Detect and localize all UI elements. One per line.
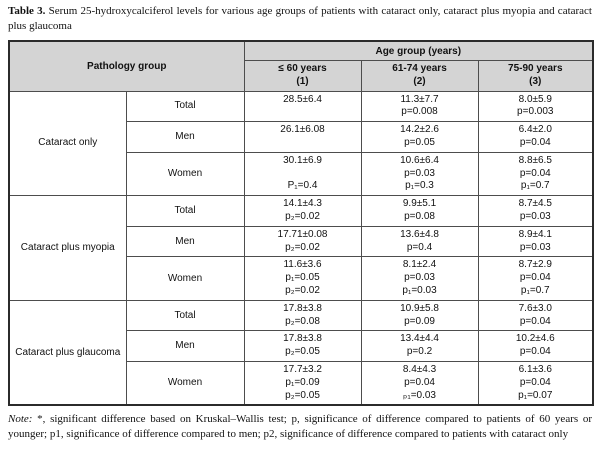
pathology-group-cell-3: Cataract plus glaucoma [8, 299, 127, 406]
value-cell: 8.1±2.4 p=0.03 p₁=0.03 [360, 256, 479, 301]
value-cell: 8.7±4.5 p=0.03 [477, 195, 594, 227]
row-label-cell: Men [125, 225, 245, 258]
row-label-cell: Women [125, 151, 245, 197]
footnote-label: Note: [8, 413, 33, 426]
value-cell: 8.9±4.1 p=0.03 [477, 225, 594, 258]
table-row: Cataract plus myopia Total 14.1±4.3 p₂=0.02… [8, 195, 594, 301]
table-row: Men 26.1±6.08 14.2±2.6 p=0.05 6.4±2.0 p=0.04 [9, 121, 594, 153]
value-cell: 8.7±2.9 p=0.04 p₁=0.7 [477, 256, 594, 301]
value-cell: 13.6±4.8 p=0.4 [360, 225, 479, 258]
value-cell: 6.4±2.0 p=0.04 [477, 121, 594, 153]
header-row-top: Pathology group Age group (years) [8, 40, 594, 92]
value-cell: 17.8±3.8 p₂=0.05 [243, 330, 362, 362]
header-row-age-columns: ≤ 60 years (1) 61-74 years (2) 75-90 years (3… [9, 60, 594, 92]
row-label-cell: Women [125, 360, 245, 406]
value-cell: 10.6±6.4 p=0.03 p₁=0.3 [360, 151, 479, 197]
results-table: Pathology group Age group (years) ≤ 60 y… [8, 40, 595, 407]
value-cell: 17.71±0.08 p₂=0.02 [243, 225, 362, 258]
table-body: Cataract only Total 28.5±6.4 11.3±7.7 p=0.00… [8, 90, 594, 406]
value-cell: 17.7±3.2 p₁=0.09 p₂=0.05 [243, 360, 362, 406]
table-caption-text: Serum 25-hydroxycalciferol levels for va… [8, 5, 592, 32]
header-age-col-1: ≤ 60 years (1) [243, 60, 362, 92]
value-cell: 11.6±3.6 p₁=0.05 p₂=0.02 [243, 256, 362, 301]
table-caption: Table 3. Serum 25-hydroxycalciferol leve… [8, 4, 592, 34]
value-cell: 8.8±6.5 p=0.04 p₁=0.7 [477, 151, 594, 197]
value-cell: 28.5±6.4 [243, 90, 362, 123]
header-pathology-group: Pathology group [8, 40, 245, 92]
row-label-cell: Men [125, 121, 245, 153]
row-label-cell: Women [125, 256, 245, 301]
row-label-cell: Total [125, 299, 245, 332]
row-label-cell: Total [125, 195, 245, 227]
value-cell: 17.8±3.8 p₂=0.08 [243, 299, 362, 332]
header-age-col-2: 61-74 years (2) [360, 60, 479, 92]
table-row: Cataract only Total 28.5±6.4 11.3±7.7 p=0.00… [8, 90, 594, 197]
table-row: Women 17.7±3.2 p₁=0.09 p₂=0.05 8.4±4.3 p=0.04… [9, 360, 594, 406]
table-row: Men 17.71±0.08 p₂=0.02 13.6±4.8 p=0.4 8.9±4.1… [9, 225, 594, 258]
value-cell: 14.2±2.6 p=0.05 [360, 121, 479, 153]
row-label-cell: Men [125, 330, 245, 362]
value-cell: 9.9±5.1 p=0.08 [360, 195, 479, 227]
value-cell: 14.1±4.3 p₂=0.02 [243, 195, 362, 227]
value-cell: 11.3±7.7 p=0.008 [360, 90, 479, 123]
table-header: Pathology group Age group (years) ≤ 60 y… [8, 40, 594, 92]
value-cell: 13.4±4.4 p=0.2 [360, 330, 479, 362]
footnote: Note: *, significant difference based on… [8, 412, 592, 441]
value-cell: 30.1±6.9 P₁=0.4 [243, 151, 362, 197]
table-row: Cataract plus glaucoma Total 17.8±3.8 p₂=0.… [8, 299, 594, 406]
value-cell: 6.1±3.6 p=0.04 p₁=0.07 [477, 360, 594, 406]
table-row: Women 30.1±6.9 P₁=0.4 10.6±6.4 p=0.03 p₁=0.3… [9, 151, 594, 197]
pathology-group-cell-2: Cataract plus myopia [8, 195, 127, 301]
row-label-cell: Total [125, 90, 245, 123]
table-caption-number: Table 3. [8, 5, 46, 17]
value-cell: 26.1±6.08 [243, 121, 362, 153]
footnote-text: *, significant difference based on Krusk… [8, 413, 592, 440]
value-cell: 7.6±3.0 p=0.04 [477, 299, 594, 332]
header-age-group: Age group (years) [243, 40, 594, 61]
value-cell: 8.0±5.9 p=0.003 [477, 90, 594, 123]
value-cell: 10.9±5.8 p=0.09 [360, 299, 479, 332]
header-age-col-3: 75-90 years (3) [477, 60, 594, 92]
value-cell: 10.2±4.6 p=0.04 [477, 330, 594, 362]
pathology-group-cell-1: Cataract only [8, 90, 127, 197]
value-cell: 8.4±4.3 p=0.04 ₚ₁=0.03 [360, 360, 479, 406]
table-row: Women 11.6±3.6 p₁=0.05 p₂=0.02 8.1±2.4 p=0.03… [9, 256, 594, 301]
